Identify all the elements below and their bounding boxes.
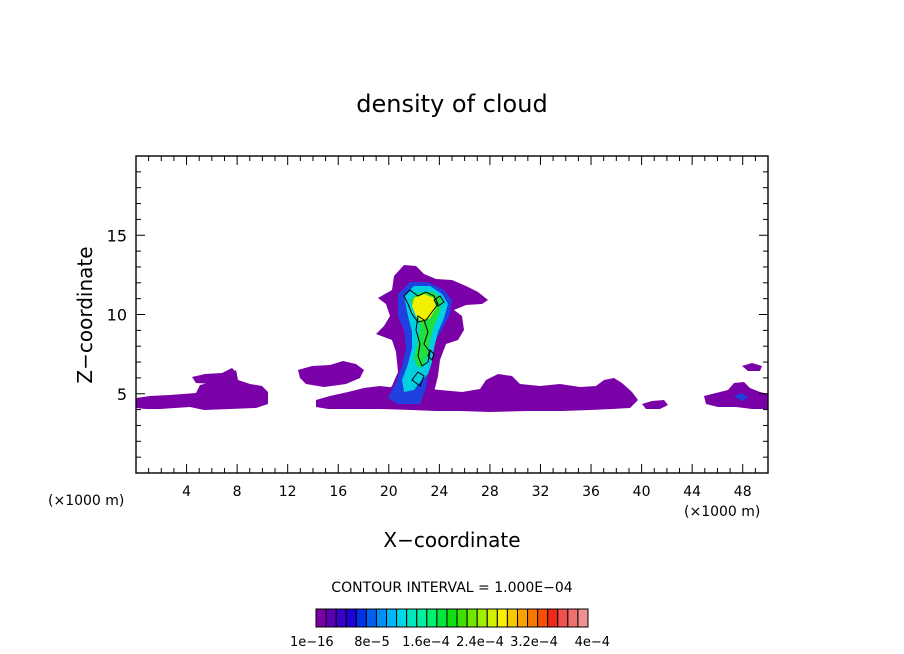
colorbar-label: 3.2e−4	[510, 635, 558, 650]
x-unit-right: (×1000 m)	[684, 504, 760, 520]
x-tick-label: 40	[633, 484, 651, 500]
contour-lines	[403, 289, 445, 387]
colorbar-labels: 1e−16 8e−5 1.6e−4 2.4e−4 3.2e−4 4e−4	[290, 635, 610, 650]
x-tick-label: 8	[233, 484, 242, 500]
colorbar-swatch	[527, 608, 539, 628]
colorbar-swatch	[537, 608, 549, 628]
colorbar-swatch	[486, 608, 498, 628]
colorbar-swatch	[315, 608, 327, 628]
x-tick-label: 36	[582, 484, 600, 500]
chart-title: density of cloud	[356, 90, 547, 118]
colorbar-swatch	[577, 608, 589, 628]
colorbar	[315, 608, 589, 628]
x-tick-label: 24	[430, 484, 448, 500]
colorbar-label: 8e−5	[354, 635, 389, 650]
colorbar-label: 1.6e−4	[402, 635, 450, 650]
colorbar-label: 1e−16	[290, 635, 334, 650]
colorbar-swatch	[456, 608, 468, 628]
x-tick-label: 32	[532, 484, 550, 500]
colorbar-swatch	[506, 608, 518, 628]
y-tick-label: 10	[107, 306, 127, 325]
colorbar-swatch	[496, 608, 508, 628]
colorbar-swatch	[476, 608, 488, 628]
colorbar-swatch	[436, 608, 448, 628]
axis-ticks	[135, 155, 769, 474]
y-tick-label: 15	[107, 226, 127, 245]
colorbar-swatch	[355, 608, 367, 628]
y-axis-label: Z−coordinate	[73, 246, 97, 383]
colorbar-swatch	[426, 608, 438, 628]
x-tick-label: 48	[734, 484, 752, 500]
colorbar-swatch	[416, 608, 428, 628]
x-tick-labels: 4 8 12 16 20 24 28 32 36 40 44 48	[182, 484, 752, 500]
colorbar-swatch	[466, 608, 478, 628]
colorbar-label: 2.4e−4	[456, 635, 504, 650]
colorbar-label: 4e−4	[575, 635, 610, 650]
colorbar-swatch	[365, 608, 377, 628]
colorbar-swatch	[567, 608, 579, 628]
cloud-low-band-left	[136, 370, 268, 410]
colorbar-swatch	[406, 608, 418, 628]
cloud-mid-patch	[298, 361, 364, 387]
x-tick-label: 20	[380, 484, 398, 500]
plot-area	[136, 265, 768, 412]
x-tick-label: 28	[481, 484, 499, 500]
x-tick-label: 44	[683, 484, 701, 500]
x-tick-label: 4	[182, 484, 191, 500]
colorbar-swatch	[345, 608, 357, 628]
cloud-far-right-blue	[734, 393, 748, 401]
contour-interval-text: CONTOUR INTERVAL = 1.000E−04	[331, 580, 572, 596]
colorbar-swatch	[396, 608, 408, 628]
colorbar-swatch	[516, 608, 529, 628]
x-tick-label: 12	[279, 484, 297, 500]
cloud-far-right-speck	[742, 363, 762, 371]
colorbar-swatch	[386, 608, 398, 628]
colorbar-swatch	[547, 608, 559, 628]
cloud-low-band-mid	[316, 374, 638, 412]
x-tick-label: 16	[329, 484, 347, 500]
colorbar-swatch	[335, 608, 347, 628]
colorbar-swatch	[375, 608, 388, 628]
cloud-low-band-right-b	[642, 400, 668, 409]
colorbar-swatch	[557, 608, 569, 628]
x-axis-label: X−coordinate	[383, 528, 520, 552]
colorbar-swatch	[446, 608, 458, 628]
x-unit-left: (×1000 m)	[48, 493, 124, 509]
cloud-low-band-left-top	[192, 368, 237, 384]
colorbar-swatch	[325, 608, 337, 628]
y-tick-label: 5	[117, 385, 127, 404]
